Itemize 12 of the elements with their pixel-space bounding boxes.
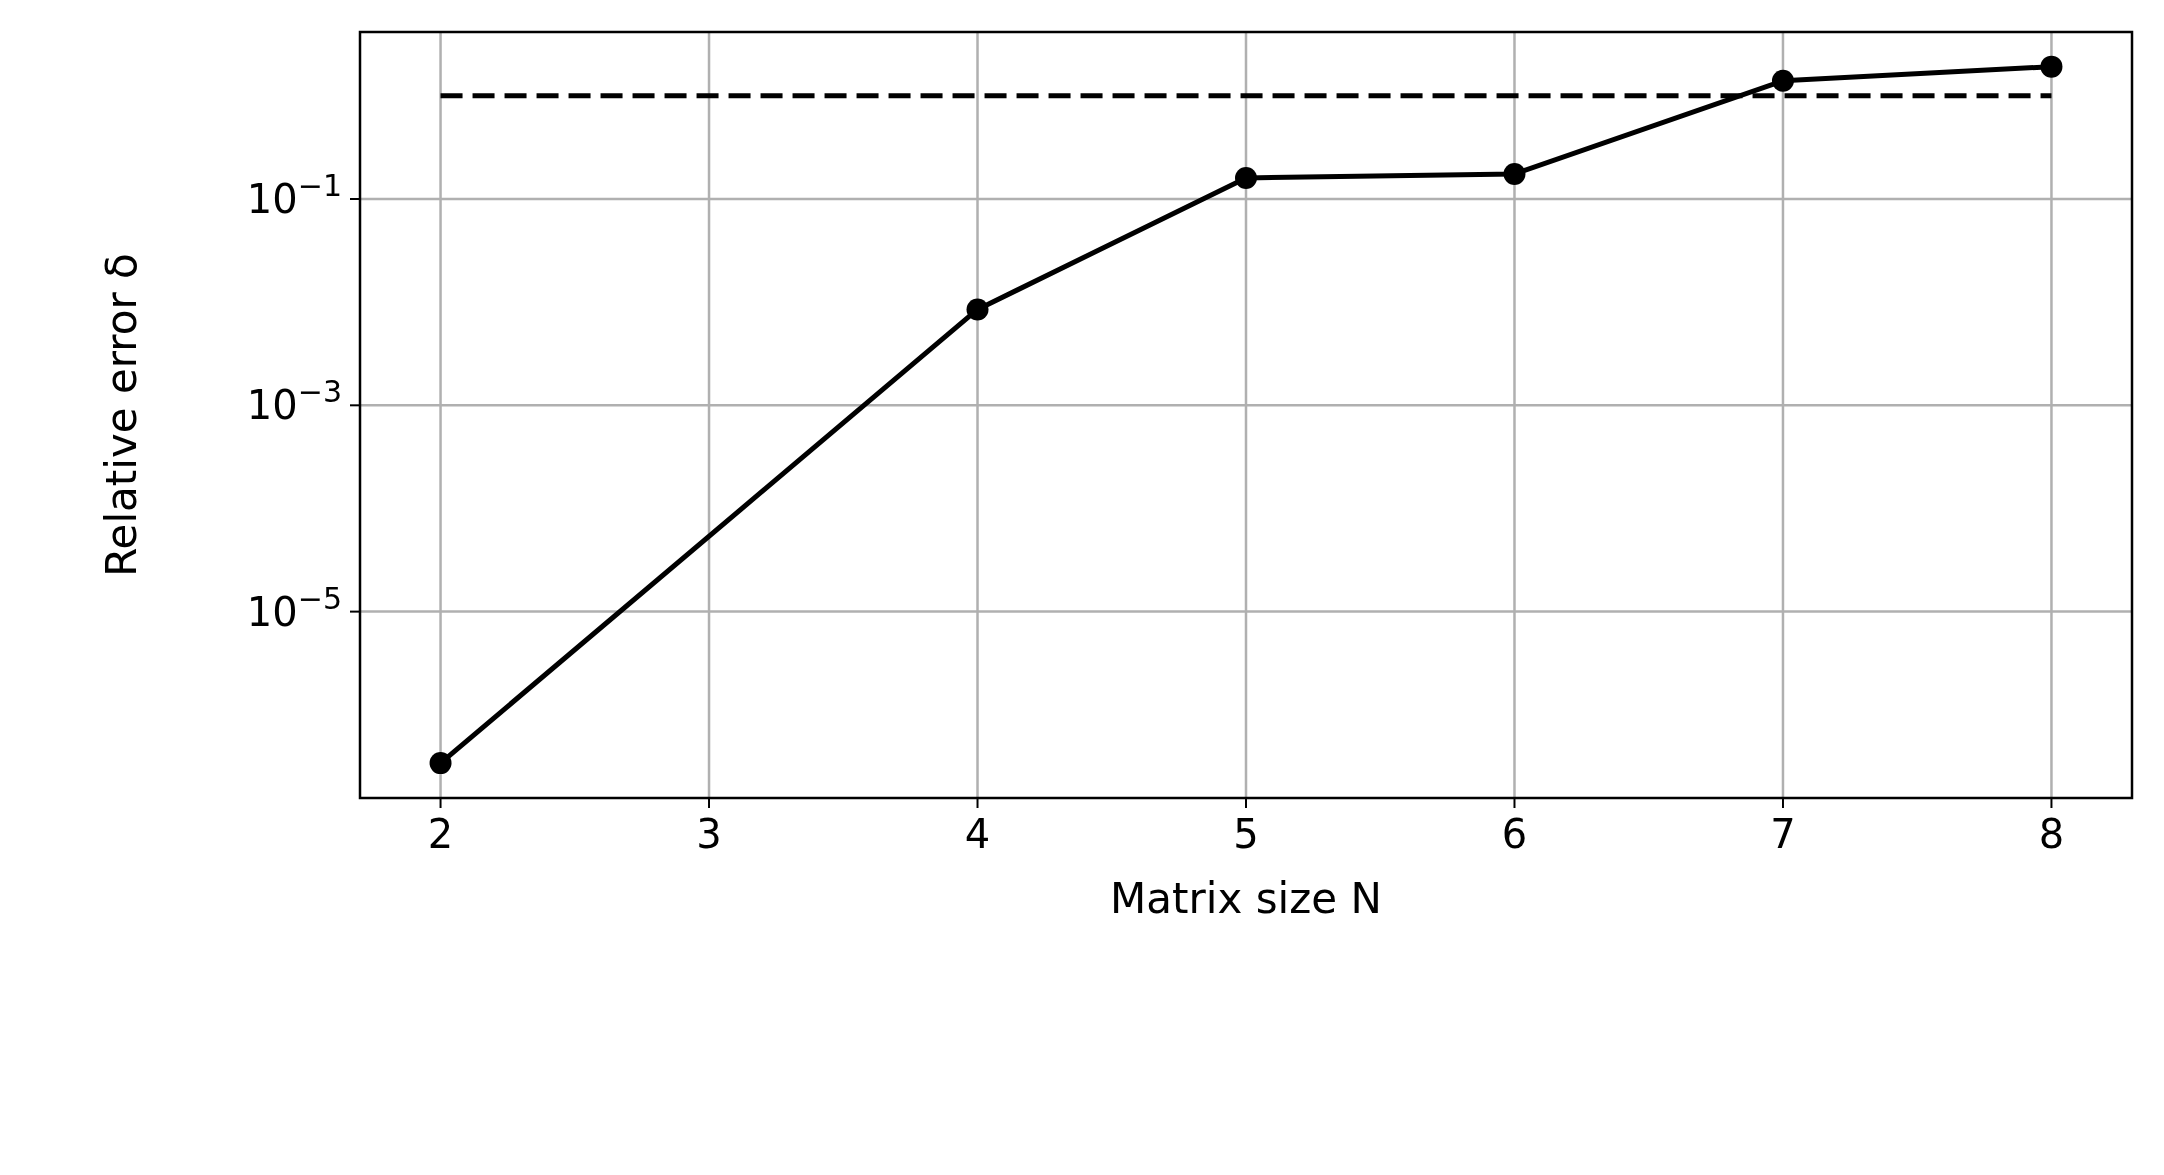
x-tick-label: 3 — [696, 811, 722, 857]
x-tick-label: 6 — [1501, 811, 1528, 857]
x-tick-label: 7 — [1770, 811, 1796, 857]
y-tick-label: 10$^{−5}$ — [246, 580, 342, 635]
x-tick-label: 5 — [1233, 811, 1259, 857]
x-tick-label: 2 — [427, 811, 454, 857]
x-tick-label: 4 — [964, 811, 991, 857]
y-tick-label: 10$^{−1}$ — [246, 167, 342, 223]
x-axis-title: Matrix size N — [1110, 874, 1382, 923]
y-axis-title: Relative error δ — [97, 253, 146, 577]
y-tick-label: 10$^{−3}$ — [246, 373, 342, 429]
x-tick-label: 8 — [2038, 811, 2065, 857]
